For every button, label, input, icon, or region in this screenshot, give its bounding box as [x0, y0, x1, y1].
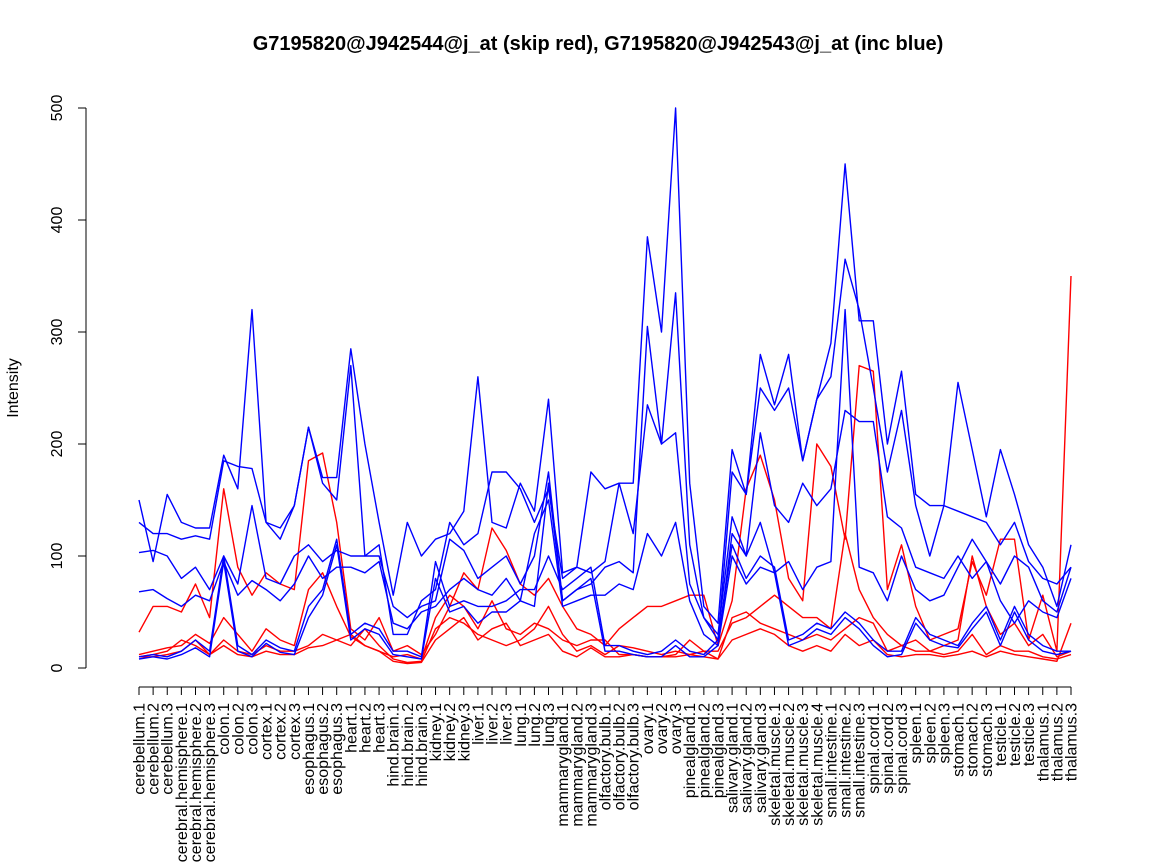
- x-tick-label: stomach.1: [951, 703, 968, 777]
- x-tick-label: kidney.1: [428, 703, 445, 762]
- x-tick-label: heart.3: [372, 703, 389, 753]
- y-tick-label: 300: [49, 319, 66, 346]
- x-tick-label: lung.2: [527, 703, 544, 747]
- x-tick-label: small.intestine.2: [838, 703, 855, 818]
- x-tick-label: colon.3: [244, 703, 261, 755]
- x-tick-label: liver.1: [470, 703, 487, 745]
- x-tick-label: cerebral.hemisphere.3: [202, 703, 219, 862]
- x-tick-label: testicle.1: [993, 703, 1010, 766]
- chart-title: G7195820@J942544@j_at (skip red), G71958…: [253, 33, 944, 55]
- y-axis: 0 100 200 300 400 500: [49, 95, 87, 672]
- x-tick-label: hind.brain.1: [386, 703, 403, 787]
- x-tick-label: olfactory.bulb.2: [612, 703, 629, 810]
- x-tick-label: skeletal.muscle.3: [795, 703, 812, 826]
- x-tick-label: stomach.3: [979, 703, 996, 777]
- x-tick-label: cerebellum.2: [146, 703, 163, 795]
- x-tick-label: thalamus.2: [1049, 703, 1066, 781]
- x-tick-label: cerebellum.3: [160, 703, 177, 795]
- x-tick-label: thalamus.3: [1064, 703, 1081, 781]
- series-line-inc-blue-7: [138, 325, 1072, 636]
- y-tick-label: 200: [49, 431, 66, 458]
- x-tick-label: salivary.gland.3: [753, 703, 770, 813]
- series-line-inc-blue-5: [138, 107, 1072, 624]
- y-tick-label: 100: [49, 543, 66, 570]
- x-tick-label: heart.1: [343, 703, 360, 753]
- series-line-inc-blue-8: [138, 308, 1072, 647]
- x-tick-label: salivary.gland.2: [739, 703, 756, 813]
- x-tick-label: testicle.2: [1007, 703, 1024, 766]
- x-tick-label: esophagus.3: [329, 703, 346, 795]
- x-tick-label: hind.brain.3: [414, 703, 431, 787]
- x-tick-label: lung.3: [541, 703, 558, 747]
- x-tick-label: cortex.3: [287, 703, 304, 760]
- x-tick-label: cerebral.hemisphere.1: [174, 703, 191, 862]
- x-tick-label: small.intestine.1: [823, 703, 840, 818]
- x-tick-label: cortex.1: [259, 703, 276, 760]
- series-line-skip-red-1: [138, 275, 1072, 656]
- x-tick-label: esophagus.2: [315, 703, 332, 795]
- x-tick-label: heart.2: [357, 703, 374, 753]
- x-tick-label: pinealgland.3: [710, 703, 727, 798]
- x-tick-label: mammarygland.3: [583, 703, 600, 827]
- x-tick-label: esophagus.1: [301, 703, 318, 795]
- x-tick-label: testicle.3: [1021, 703, 1038, 766]
- x-tick-label: lung.1: [513, 703, 530, 747]
- x-tick-label: cerebellum.1: [132, 703, 149, 795]
- x-axis: cerebellum.1cerebellum.2cerebellum.3cere…: [132, 686, 1081, 862]
- x-tick-label: spinal.cord.1: [866, 703, 883, 794]
- x-tick-label: colon.2: [230, 703, 247, 755]
- x-tick-label: spinal.cord.3: [894, 703, 911, 794]
- y-tick-label: 500: [49, 95, 66, 122]
- x-tick-label: liver.3: [499, 703, 516, 745]
- series-line-skip-red-2: [138, 532, 1072, 660]
- x-tick-label: skeletal.muscle.4: [809, 703, 826, 826]
- x-tick-label: ovary.1: [640, 703, 657, 754]
- x-tick-label: spleen.2: [922, 703, 939, 764]
- x-tick-label: cerebral.hemisphere.2: [188, 703, 205, 862]
- x-tick-label: ovary.3: [668, 703, 685, 754]
- series-line-inc-blue-9: [138, 538, 1071, 658]
- series-line-inc-blue-10: [138, 482, 1072, 660]
- x-tick-label: colon.1: [216, 703, 233, 755]
- y-tick-label: 0: [49, 663, 66, 672]
- x-tick-label: liver.2: [485, 703, 502, 745]
- x-tick-label: stomach.2: [965, 703, 982, 777]
- x-tick-label: small.intestine.3: [852, 703, 869, 818]
- x-tick-label: spleen.1: [908, 703, 925, 764]
- x-tick-label: olfactory.bulb.1: [598, 703, 615, 810]
- x-tick-label: olfactory.bulb.3: [626, 703, 643, 810]
- x-tick-label: hind.brain.2: [400, 703, 417, 787]
- y-axis-label: Intensity: [5, 358, 22, 418]
- x-tick-label: mammarygland.1: [555, 703, 572, 827]
- y-tick-label: 400: [49, 207, 66, 234]
- x-tick-label: salivary.gland.1: [725, 703, 742, 813]
- x-tick-label: pinealgland.1: [682, 703, 699, 798]
- x-tick-label: ovary.2: [654, 703, 671, 754]
- x-tick-label: kidney.3: [456, 703, 473, 762]
- x-tick-label: thalamus.1: [1035, 703, 1052, 781]
- x-tick-label: spinal.cord.2: [880, 703, 897, 794]
- x-tick-label: pinealgland.2: [696, 703, 713, 798]
- x-tick-label: cortex.2: [273, 703, 290, 760]
- x-tick-label: skeletal.muscle.2: [781, 703, 798, 826]
- series-lines: [138, 107, 1072, 665]
- x-tick-label: kidney.2: [442, 703, 459, 762]
- x-tick-label: spleen.3: [936, 703, 953, 764]
- x-tick-label: mammarygland.2: [569, 703, 586, 827]
- x-tick-label: skeletal.muscle.1: [767, 703, 784, 826]
- series-line-inc-blue-6: [138, 258, 1072, 641]
